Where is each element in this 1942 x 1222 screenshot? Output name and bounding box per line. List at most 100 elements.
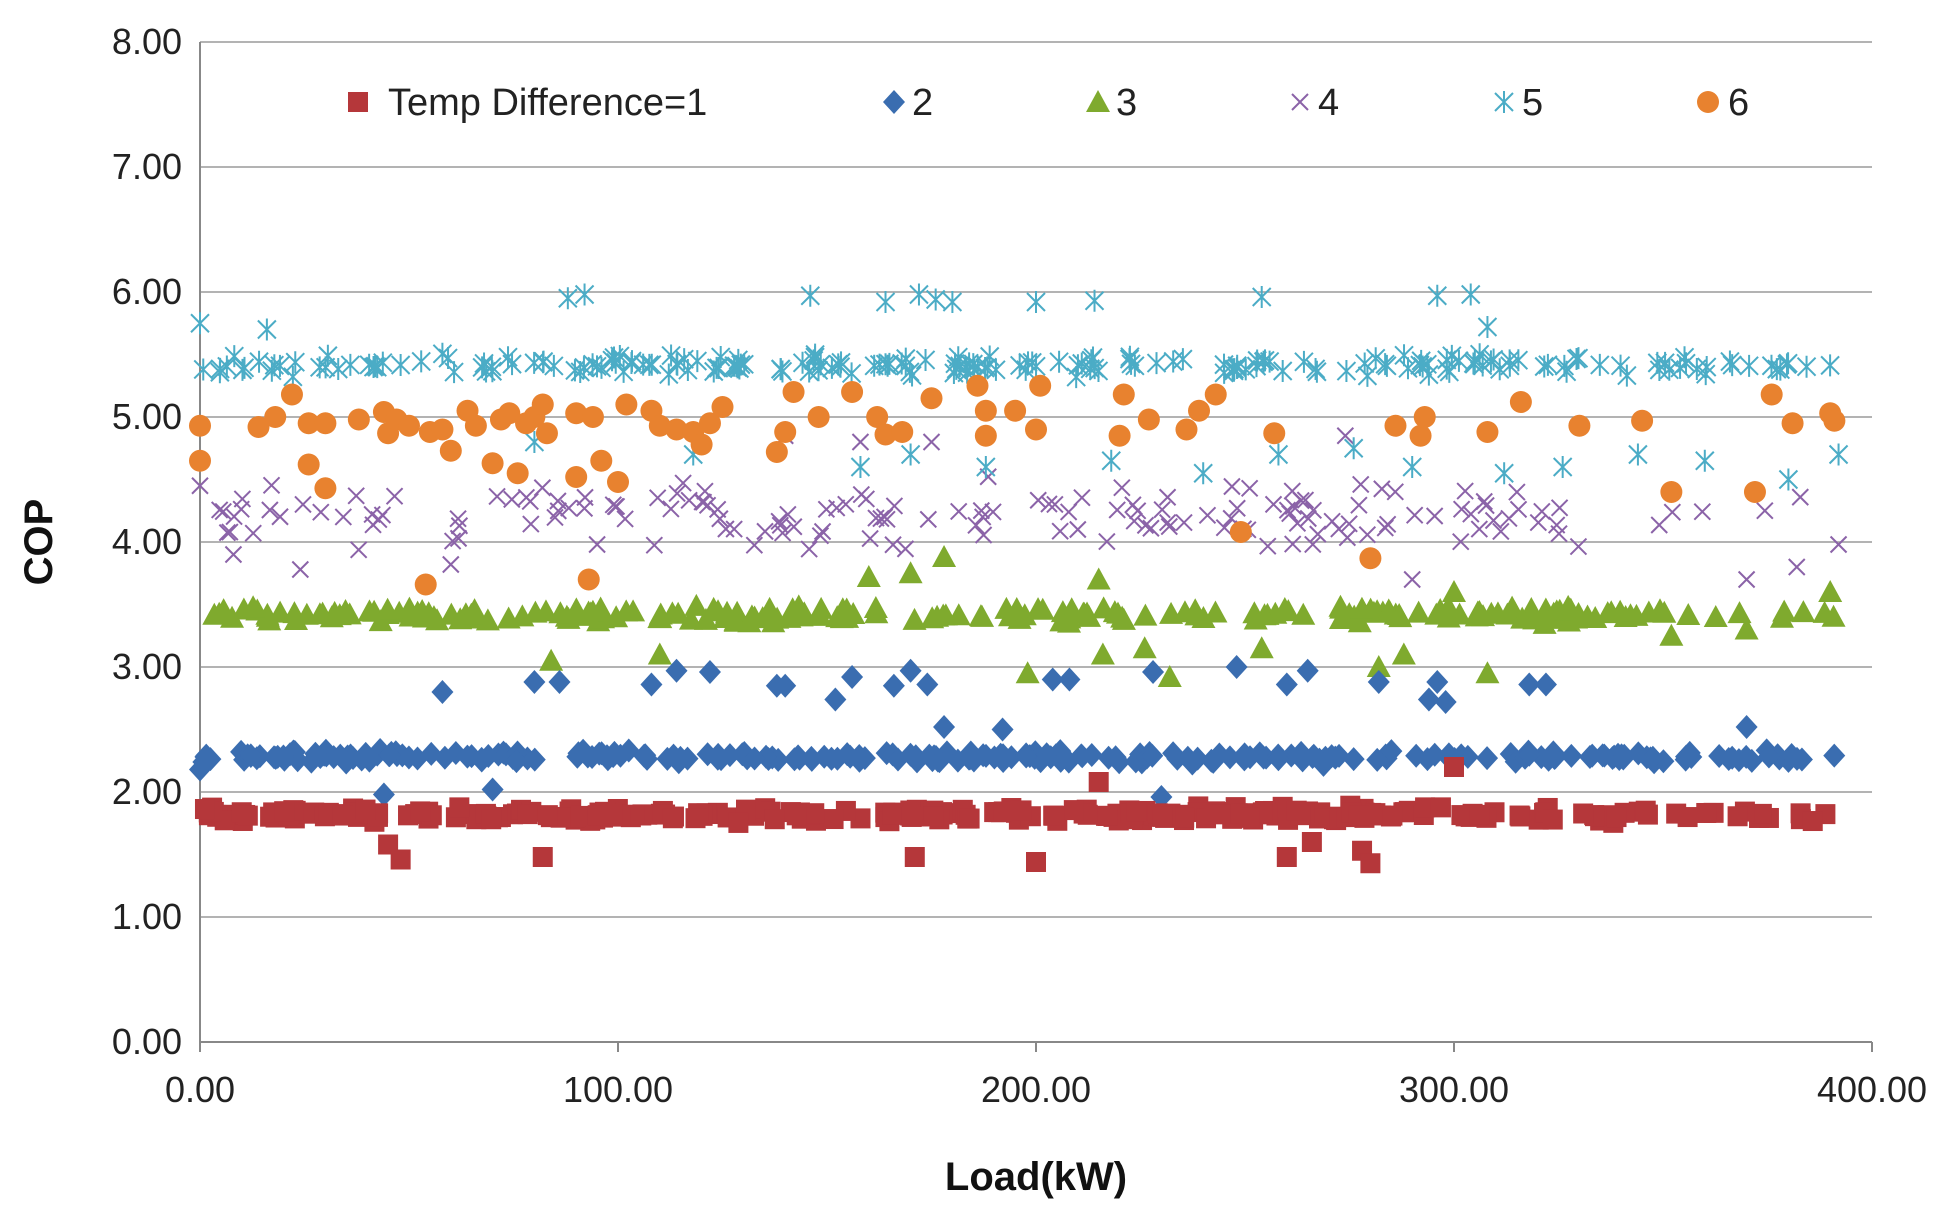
series-5-point [190,312,210,335]
series-5-point [193,358,213,381]
series-2-point [665,658,688,683]
series-3-point [1030,597,1055,620]
series-2-point [1142,660,1165,684]
series-2-point [1225,655,1248,679]
series-5-point [1336,360,1357,383]
series-4-point [967,516,985,535]
y-tick-label: 1.00 [112,896,182,937]
series-4-point [837,495,855,514]
series-1-point [901,806,922,827]
series-3-point [257,608,282,631]
series-2-point [698,660,721,684]
series-3-point [1500,595,1525,618]
series-6-point [648,414,671,437]
series-2-point [669,745,692,770]
series-2-point [596,747,619,772]
series-4-point [1756,502,1774,520]
series-5-point [915,348,936,371]
series-3-point [712,606,737,629]
series-4-point [696,482,714,500]
series-4-point [1304,501,1323,520]
series-2-point [1417,687,1440,712]
series-2-point [899,658,922,683]
series-6-point [581,406,604,428]
series-1-point [1430,797,1451,818]
series-6-point [1263,422,1286,445]
series-2-point [1721,745,1744,770]
series-6-point [1509,391,1532,413]
series-5-point [1720,350,1740,373]
series-6-point [464,414,487,437]
series-4-point [827,499,846,517]
series-2-point [1162,741,1185,766]
series-1-point [1606,807,1627,828]
series-6-point [1568,414,1591,437]
series-3-point [1249,636,1274,659]
series-4-point [1073,489,1091,507]
legend-label-6: 6 [1728,82,1749,124]
series-1-point [1174,807,1195,828]
series-5-point [1778,468,1799,491]
series-3-point [742,605,767,628]
series-1-point [1666,803,1687,824]
series-5-point [1739,354,1759,377]
series-4-point [1456,482,1474,500]
series-4-point [1299,509,1317,528]
series-2-point [1367,670,1390,694]
series-4-point [1051,522,1069,540]
series-2-point [820,746,843,771]
series-6-point [506,462,529,485]
series-2-point [1537,747,1560,772]
series-3-point [1406,600,1431,623]
series-5-point [1294,350,1314,373]
series-1-point [1210,804,1231,825]
series-3-point [1791,600,1816,623]
series-3-point [1159,601,1184,624]
series-6-point [481,452,504,475]
series-4-point [576,488,594,507]
series-1-point [728,812,749,833]
series-5-point [1659,358,1679,381]
series-2-point [1476,746,1499,771]
series-3-point [211,598,236,621]
series-2-point [1578,744,1601,769]
series-4-point [974,526,993,544]
series-4-point [779,505,797,524]
series-5-point [1566,347,1587,370]
series-4-point [1470,520,1489,538]
series-5-point [1649,358,1670,381]
series-3-point [1276,599,1301,622]
series-4-point [668,484,686,503]
series-4-point [1829,535,1848,554]
series-6-point [690,433,713,456]
series-4-point [662,500,680,518]
series-3-point [1442,580,1466,602]
series-5-point [1252,286,1272,308]
series-1-point [923,806,944,827]
series-6-point [535,422,558,445]
series-3-point [1676,603,1701,626]
series-5-point [1398,357,1418,380]
series-2-point [1186,746,1209,771]
x-tick-label: 0.00 [165,1069,235,1110]
x-tick-label: 200.00 [981,1069,1091,1110]
series-6-point [439,439,462,462]
series-5-point [1820,354,1840,377]
series-4-point [645,536,664,554]
series-2-point [1058,667,1081,692]
series-1-point [1382,805,1403,826]
series-6-point [1112,383,1135,406]
series-4-point [1113,478,1131,497]
series-2-point [882,673,905,698]
series-4-point [1500,509,1518,528]
series-4-point [349,541,368,559]
series-5-point [902,364,922,387]
series-4-point [1336,427,1355,445]
series-1-point [1573,803,1594,824]
series-4-point [449,509,467,528]
series-2-point [1423,742,1446,767]
series-3-point [1812,600,1837,623]
series-4-point [1403,570,1421,589]
series-4-point [1160,517,1178,536]
series-4-point [1059,503,1078,521]
